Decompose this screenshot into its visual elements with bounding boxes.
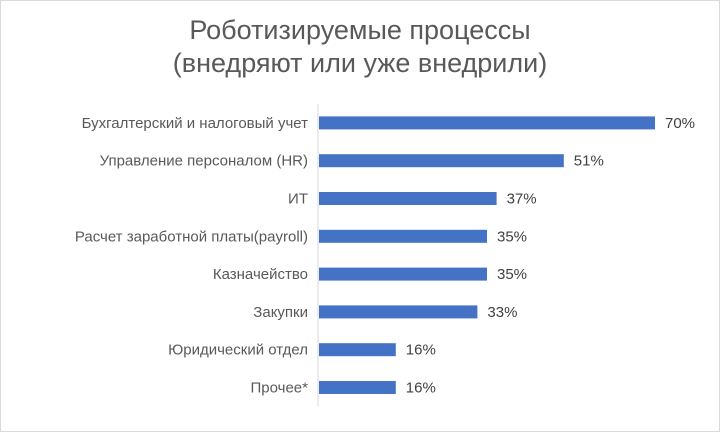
value-label-5: 35%: [497, 266, 527, 283]
category-label-2: Управление персоналом (HR): [100, 153, 308, 170]
bar-1: [319, 116, 655, 130]
category-label-8: Прочее*: [251, 380, 309, 397]
bar-3: [319, 192, 497, 205]
value-label-1: 70%: [665, 115, 695, 132]
chart-title-line-1: Роботизируемые процессы: [189, 15, 531, 45]
category-label-7: Юридический отдел: [168, 342, 308, 359]
chart-title: Роботизируемые процессы (внедряют или уж…: [0, 14, 720, 80]
bar-2: [319, 154, 564, 168]
category-label-1: Бухгалтерский и налоговый учет: [82, 115, 308, 132]
value-label-4: 35%: [497, 228, 527, 245]
value-label-8: 16%: [406, 380, 436, 397]
bar-4: [319, 229, 487, 243]
value-label-6: 33%: [487, 304, 517, 321]
category-label-3: ИТ: [288, 191, 308, 208]
chart-title-line-2: (внедряют или уже внедрили): [172, 48, 548, 78]
category-label-6: Закупки: [253, 304, 308, 321]
value-label-2: 51%: [574, 153, 604, 170]
bar-8: [319, 381, 396, 394]
value-label-3: 37%: [507, 191, 537, 208]
bar-6: [319, 305, 478, 319]
bar-7: [319, 343, 396, 357]
value-label-7: 16%: [406, 342, 436, 359]
category-label-4: Расчет заработной платы(payroll): [75, 228, 308, 245]
category-label-5: Казначейство: [213, 266, 308, 283]
bar-5: [319, 267, 487, 281]
